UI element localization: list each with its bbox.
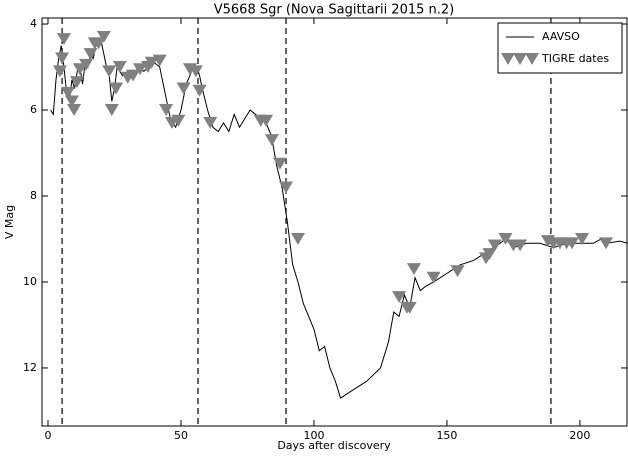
data-point — [69, 76, 84, 89]
data-point — [498, 233, 513, 245]
y-tick-label: 4 — [30, 17, 37, 30]
x-tick-label: 100 — [303, 429, 324, 442]
data-point — [513, 239, 528, 252]
data-point — [96, 30, 111, 43]
data-point — [112, 61, 127, 73]
data-point — [55, 52, 70, 65]
data-point — [79, 58, 94, 71]
x-axis-label: Days after discovery — [277, 439, 391, 452]
data-point — [126, 69, 141, 82]
legend-label: TIGRE dates — [541, 52, 609, 65]
data-point — [67, 104, 82, 116]
data-point — [406, 263, 421, 276]
data-point — [203, 116, 218, 129]
data-point — [133, 63, 148, 76]
data-point — [159, 104, 174, 116]
x-tick-label: 50 — [174, 429, 188, 442]
data-point — [56, 33, 71, 46]
data-point — [192, 84, 207, 97]
x-tick-label: 200 — [569, 429, 590, 442]
y-tick-label: 12 — [23, 361, 37, 374]
data-point — [104, 104, 119, 116]
legend-label: AAVSO — [542, 30, 580, 43]
chart-title: V5668 Sgr (Nova Sagittarii 2015 n.2) — [214, 3, 455, 18]
y-tick-label: 10 — [23, 275, 37, 288]
data-point — [482, 248, 497, 260]
x-tick-label: 150 — [436, 429, 457, 442]
legend-marker — [513, 53, 527, 65]
data-point — [64, 95, 79, 108]
data-point — [144, 56, 159, 69]
data-point — [109, 82, 124, 95]
data-point — [171, 114, 186, 127]
data-point — [279, 181, 294, 194]
data-point — [564, 237, 579, 250]
data-point — [176, 82, 191, 95]
data-point — [290, 233, 305, 245]
y-tick-label: 6 — [30, 103, 37, 116]
data-point — [188, 65, 203, 78]
data-point — [402, 301, 417, 314]
y-axis-label: V Mag — [3, 205, 16, 239]
legend-box — [497, 22, 623, 74]
data-point — [152, 54, 167, 67]
plot-frame — [41, 17, 628, 427]
legend-marker — [525, 53, 539, 65]
data-point — [52, 65, 67, 78]
data-point — [83, 48, 98, 61]
data-point — [102, 65, 117, 78]
data-point — [264, 134, 279, 147]
data-point — [259, 114, 274, 127]
data-point — [272, 157, 287, 170]
data-point — [575, 233, 590, 245]
x-tick-label: 0 — [44, 429, 51, 442]
data-point — [426, 271, 441, 284]
data-point — [487, 239, 502, 252]
legend-marker — [501, 53, 515, 65]
data-point — [598, 237, 613, 250]
data-point — [91, 37, 106, 50]
y-tick-label: 8 — [30, 189, 37, 202]
data-line — [50, 39, 628, 399]
data-point — [392, 291, 407, 303]
data-point — [60, 86, 75, 99]
data-point — [450, 265, 465, 278]
